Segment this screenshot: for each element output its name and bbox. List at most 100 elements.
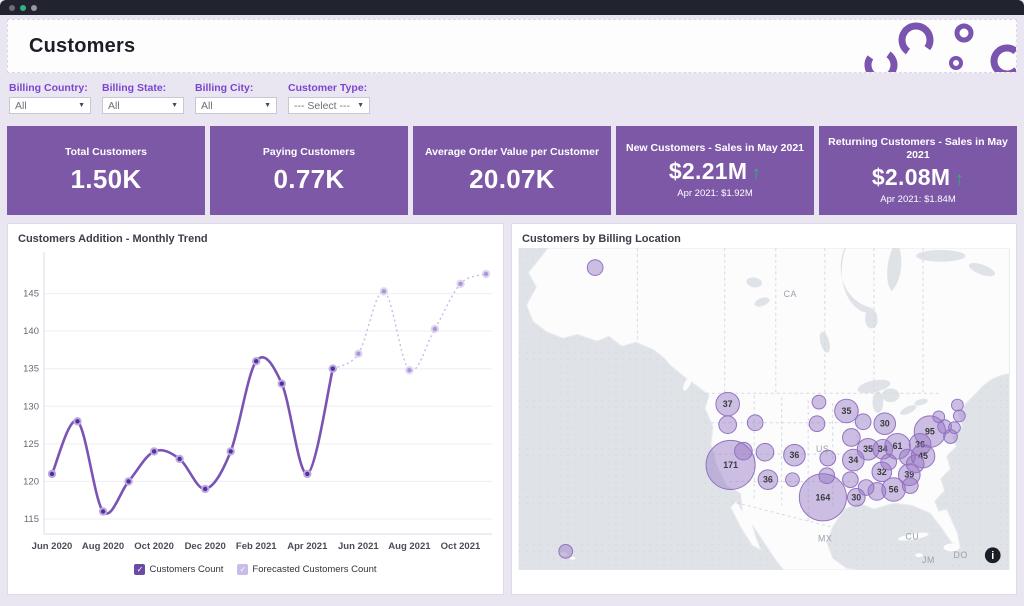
map-bubble[interactable] [842, 428, 861, 447]
map-bubble-30[interactable]: 30 [873, 412, 897, 436]
window-maximize-button[interactable] [31, 4, 37, 11]
kpi-total-customers[interactable]: Total Customers 1.50K [7, 126, 205, 215]
map-bubble-37[interactable]: 37 [715, 391, 740, 417]
svg-text:115: 115 [24, 514, 39, 525]
chevron-down-icon: ▼ [357, 102, 364, 109]
svg-text:36: 36 [763, 475, 773, 485]
billing-location-map: CAUSMXCUJMDO3735309536353461451713634363… [518, 248, 1010, 570]
data-point-customers-count [149, 447, 159, 456]
map-bubble-36[interactable]: 36 [757, 469, 779, 490]
svg-text:30: 30 [851, 492, 861, 502]
svg-text:35: 35 [842, 406, 852, 416]
billing-state-select[interactable]: All ▼ [102, 97, 184, 114]
map-bubble[interactable] [785, 472, 800, 488]
map-water-bodies [746, 248, 995, 415]
map-bubble-32[interactable]: 32 [871, 461, 893, 483]
map-bubble-36[interactable]: 36 [783, 443, 806, 467]
map-bubble[interactable] [586, 259, 604, 276]
map-bubble[interactable] [952, 409, 966, 423]
legend-forecasted-customers-count[interactable]: ✓ Forecasted Customers Count [237, 564, 377, 575]
map-bubble-61[interactable]: 61 [884, 433, 911, 460]
window-titlebar [0, 0, 1024, 15]
filter-bar: Billing Country: All ▼ Billing State: Al… [0, 73, 1024, 119]
svg-text:120: 120 [23, 476, 39, 487]
data-point-customers-count [73, 417, 82, 426]
select-value: All [108, 99, 120, 112]
map-bubble[interactable] [898, 448, 916, 466]
map-region-label-us: US [816, 444, 829, 454]
map-bubble[interactable] [854, 413, 872, 431]
svg-text:Aug 2021: Aug 2021 [388, 541, 431, 552]
map-bubble[interactable] [880, 453, 898, 471]
kpi-title: Paying Customers [262, 146, 356, 159]
legend-customers-count[interactable]: ✓ Customers Count [134, 564, 223, 575]
kpi-average-order-value[interactable]: Average Order Value per Customer 20.07K [413, 126, 611, 215]
kpi-value: $2.21M ↑ [668, 157, 762, 184]
kpi-value: 20.07K [469, 163, 555, 194]
checkbox-checked-icon[interactable]: ✓ [237, 564, 249, 575]
kpi-title: Average Order Value per Customer [424, 146, 600, 159]
map-bubble-39[interactable]: 39 [898, 463, 921, 487]
checkbox-checked-icon[interactable]: ✓ [134, 564, 146, 575]
map-bubble[interactable] [842, 471, 859, 489]
svg-text:Jun 2021: Jun 2021 [338, 541, 379, 552]
customer-type-select[interactable]: --- Select --- ▼ [288, 97, 370, 114]
map-bubble-56[interactable]: 56 [881, 477, 906, 502]
data-point-customers-count [201, 484, 210, 494]
window-close-button[interactable] [9, 4, 15, 11]
map-bubble[interactable] [746, 414, 764, 432]
map-bubble[interactable] [818, 467, 836, 485]
map-bubble-171[interactable]: 171 [705, 439, 756, 490]
svg-text:Apr 2021: Apr 2021 [287, 541, 328, 552]
chevron-down-icon: ▼ [78, 102, 85, 109]
data-point-customers-count [124, 477, 133, 486]
filter-label: Billing City: [195, 82, 254, 94]
filter-billing-country: Billing Country: All ▼ [9, 82, 91, 114]
map-bubble[interactable] [734, 441, 753, 461]
map-bubble[interactable] [905, 454, 925, 474]
svg-text:Oct 2021: Oct 2021 [441, 541, 481, 552]
window-minimize-button[interactable] [20, 4, 26, 11]
data-point-customers-count [47, 469, 57, 479]
svg-text:30: 30 [880, 419, 890, 429]
map-bubble-95[interactable]: 95 [913, 415, 947, 448]
data-point-customers-count [98, 507, 108, 516]
map-bubble[interactable] [558, 543, 574, 559]
map-bubble[interactable] [811, 394, 827, 410]
data-point-customers-count [303, 469, 312, 479]
map-bubble[interactable] [808, 415, 826, 433]
svg-text:140: 140 [23, 326, 39, 337]
data-point-forecasted-count [430, 324, 440, 334]
svg-text:171: 171 [723, 460, 738, 470]
filter-billing-city: Billing City: All ▼ [195, 82, 277, 114]
kpi-value: $2.08M ↑ [871, 164, 965, 191]
kpi-paying-customers[interactable]: Paying Customers 0.77K [210, 126, 408, 215]
map-bubble-164[interactable]: 164 [798, 473, 847, 522]
svg-text:37: 37 [723, 399, 733, 409]
map-bubble[interactable] [948, 421, 961, 435]
kpi-new-customers-sales[interactable]: New Customers - Sales in May 2021 $2.21M… [616, 126, 814, 215]
data-point-customers-count [277, 379, 286, 388]
map-bubble-34[interactable]: 34 [842, 448, 865, 472]
map-bubble[interactable] [901, 477, 919, 494]
billing-city-select[interactable]: All ▼ [195, 97, 277, 114]
data-point-customers-count [328, 364, 337, 373]
map-bubble[interactable] [857, 479, 875, 496]
map-bubble[interactable] [951, 398, 964, 412]
map-info-icon[interactable]: i [984, 547, 1001, 564]
kpi-row: Total Customers 1.50K Paying Customers 0… [7, 126, 1017, 215]
map-bubble[interactable] [819, 449, 837, 467]
page-title: Customers [29, 34, 136, 57]
monthly-trend-panel: Customers Addition - Monthly Trend 115 12… [7, 223, 504, 595]
kpi-returning-customers-sales[interactable]: Returning Customers - Sales in May 2021 … [819, 126, 1017, 215]
svg-text:164: 164 [816, 492, 831, 502]
map-bubble[interactable] [755, 442, 775, 462]
map-bubble-35[interactable]: 35 [834, 398, 859, 424]
billing-country-select[interactable]: All ▼ [9, 97, 91, 114]
map-bubble[interactable] [718, 415, 738, 435]
monthly-trend-line-chart: 115 120 125 130 135 140 145 Jun 2020 Aug 2020 Oct… [23, 252, 492, 552]
map-bubble[interactable] [867, 482, 887, 501]
filter-label: Customer Type: [288, 82, 368, 94]
map-landmass [525, 248, 1010, 570]
kpi-value: 0.77K [273, 163, 345, 194]
